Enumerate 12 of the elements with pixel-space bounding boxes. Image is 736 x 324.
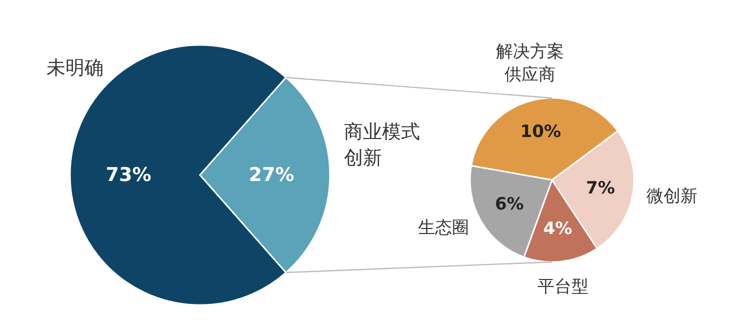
data-label: 10% (520, 122, 562, 142)
slice-label: 商业模式创新 (344, 121, 420, 169)
data-label: 7% (586, 178, 615, 199)
slice-label: 微创新 (646, 186, 698, 207)
slice-label: 解决方案供应商 (496, 42, 564, 86)
data-label: 27% (248, 164, 294, 186)
data-label: 4% (543, 218, 572, 239)
slice-label: 未明确 (46, 56, 104, 79)
slice-label: 平台型 (538, 276, 589, 297)
data-label: 73% (106, 164, 152, 186)
slice-label: 生态圈 (418, 218, 469, 238)
data-label: 6% (494, 194, 524, 215)
